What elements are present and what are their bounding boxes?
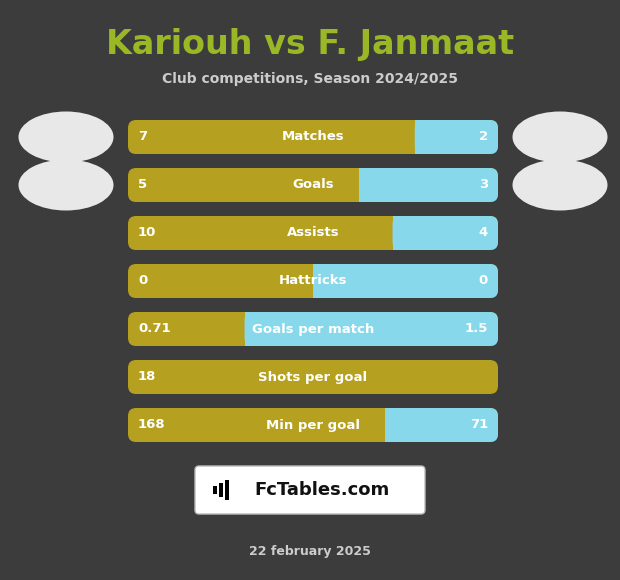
Ellipse shape — [513, 111, 608, 162]
Text: Goals per match: Goals per match — [252, 322, 374, 335]
Text: Hattricks: Hattricks — [279, 274, 347, 288]
FancyBboxPatch shape — [128, 408, 498, 442]
FancyBboxPatch shape — [128, 312, 498, 346]
Text: 2: 2 — [479, 130, 488, 143]
Text: 0: 0 — [138, 274, 148, 288]
Bar — [219, 483, 223, 497]
Bar — [385, 408, 405, 442]
FancyBboxPatch shape — [128, 264, 498, 298]
Text: Kariouh vs F. Janmaat: Kariouh vs F. Janmaat — [106, 28, 514, 61]
FancyBboxPatch shape — [385, 408, 498, 442]
Bar — [213, 486, 217, 494]
Text: 0.71: 0.71 — [138, 322, 170, 335]
Text: 18: 18 — [138, 371, 156, 383]
Bar — [313, 264, 333, 298]
Text: Goals: Goals — [292, 179, 334, 191]
Text: 71: 71 — [470, 419, 488, 432]
Text: Matches: Matches — [281, 130, 344, 143]
Text: FcTables.com: FcTables.com — [254, 481, 389, 499]
Text: 4: 4 — [479, 227, 488, 240]
FancyBboxPatch shape — [415, 120, 498, 154]
FancyBboxPatch shape — [128, 216, 498, 250]
Bar — [392, 216, 412, 250]
Ellipse shape — [513, 160, 608, 211]
FancyBboxPatch shape — [128, 168, 498, 202]
FancyBboxPatch shape — [244, 312, 498, 346]
Bar — [359, 168, 379, 202]
Text: 22 february 2025: 22 february 2025 — [249, 546, 371, 559]
Text: Min per goal: Min per goal — [266, 419, 360, 432]
Bar — [225, 480, 229, 500]
FancyBboxPatch shape — [392, 216, 498, 250]
FancyBboxPatch shape — [359, 168, 498, 202]
Text: 1.5: 1.5 — [464, 322, 488, 335]
Text: Club competitions, Season 2024/2025: Club competitions, Season 2024/2025 — [162, 72, 458, 86]
FancyBboxPatch shape — [195, 466, 425, 514]
Text: 5: 5 — [138, 179, 147, 191]
FancyBboxPatch shape — [128, 120, 498, 154]
Text: 3: 3 — [479, 179, 488, 191]
Text: Shots per goal: Shots per goal — [259, 371, 368, 383]
FancyBboxPatch shape — [313, 264, 498, 298]
Text: Assists: Assists — [286, 227, 339, 240]
Bar — [415, 120, 435, 154]
Text: 0: 0 — [479, 274, 488, 288]
Ellipse shape — [19, 160, 113, 211]
FancyBboxPatch shape — [128, 360, 498, 394]
Ellipse shape — [19, 111, 113, 162]
Text: 168: 168 — [138, 419, 166, 432]
Text: 10: 10 — [138, 227, 156, 240]
Text: 7: 7 — [138, 130, 147, 143]
Bar — [244, 312, 265, 346]
